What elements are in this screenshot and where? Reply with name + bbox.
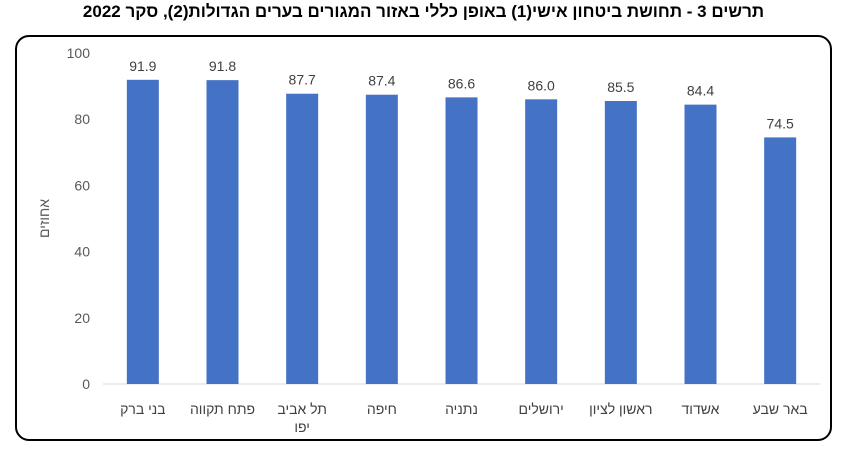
data-label: 91.9 [129, 58, 156, 74]
bar [525, 99, 558, 384]
bar [126, 79, 159, 384]
y-tick-label: 40 [74, 244, 90, 260]
chart-frame [15, 35, 832, 441]
bar [764, 137, 797, 384]
data-label: 84.4 [687, 83, 714, 99]
x-tick-label: פתח תקווה [190, 401, 255, 417]
y-tick-label: 80 [74, 111, 90, 127]
data-label: 87.7 [289, 72, 316, 88]
data-label: 74.5 [767, 115, 794, 131]
data-label: 87.4 [368, 73, 395, 89]
data-label: 91.8 [209, 58, 236, 74]
chart-title: תרשים 3 - תחושת ביטחון אישי(1) באופן כלל… [82, 2, 765, 21]
x-tick-label: בני ברק [120, 401, 165, 417]
data-label: 85.5 [607, 79, 634, 95]
bar [445, 97, 478, 384]
x-tick-label: תל אביב [277, 401, 327, 417]
x-tick-label: חיפה [367, 401, 397, 417]
x-tick-label: ראשון לציון [589, 401, 652, 417]
x-tick-label: נתניה [445, 401, 478, 417]
y-axis-label: אחוזים [36, 199, 52, 238]
y-tick-label: 20 [74, 310, 90, 326]
bar [206, 80, 239, 384]
bar [684, 104, 717, 385]
y-tick-label: 60 [74, 177, 90, 193]
y-tick-label: 100 [67, 45, 91, 61]
data-label: 86.6 [448, 75, 475, 91]
bar [604, 100, 637, 385]
x-tick-label: יפו [294, 419, 310, 435]
x-tick-label: ירושלים [519, 401, 564, 417]
y-tick-label: 0 [82, 376, 90, 392]
x-tick-label: באר שבע [753, 401, 808, 417]
x-tick-label: אשדוד [682, 401, 720, 417]
bar [286, 93, 319, 384]
data-label: 86.0 [528, 77, 555, 93]
bar [365, 94, 398, 385]
